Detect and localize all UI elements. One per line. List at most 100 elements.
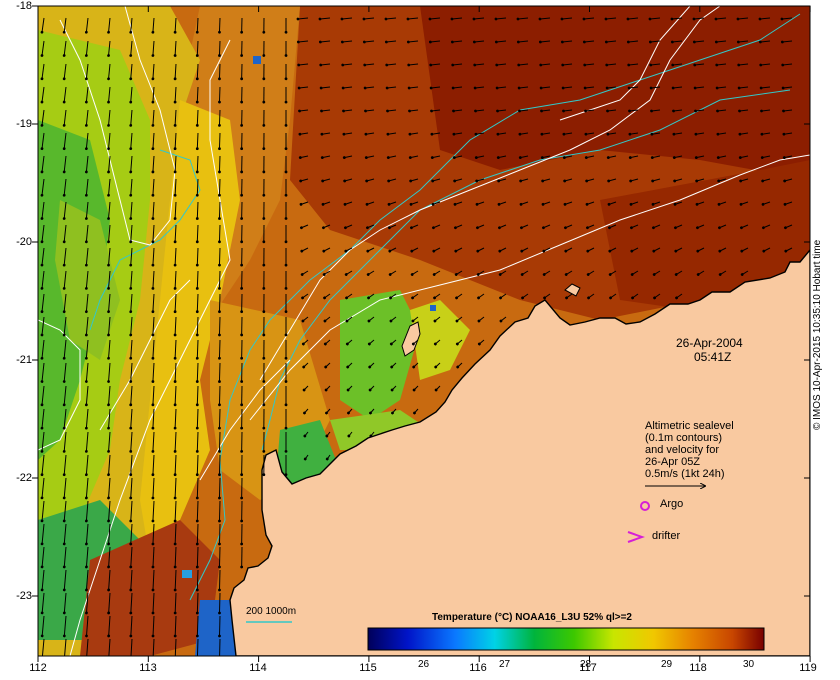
velocity-arrow bbox=[40, 270, 45, 290]
velocity-arrow bbox=[367, 316, 375, 323]
lon-label: 117 bbox=[579, 662, 597, 674]
velocity-arrow bbox=[342, 155, 353, 160]
velocity-arrow bbox=[84, 40, 89, 57]
velocity-arrow bbox=[40, 293, 45, 314]
velocity-arrow bbox=[218, 17, 221, 34]
velocity-arrow bbox=[218, 408, 221, 430]
velocity-arrow bbox=[40, 86, 45, 104]
velocity-arrow bbox=[718, 247, 727, 253]
velocity-arrow bbox=[298, 155, 309, 160]
velocity-arrow bbox=[300, 270, 309, 276]
velocity-arrow bbox=[107, 109, 111, 127]
velocity-arrow bbox=[62, 546, 67, 569]
velocity-arrow bbox=[364, 155, 375, 160]
velocity-arrow bbox=[84, 362, 89, 383]
velocity-arrow bbox=[321, 178, 331, 183]
velocity-arrow bbox=[606, 132, 617, 136]
velocity-arrow bbox=[408, 132, 419, 136]
velocity-arrow bbox=[40, 431, 45, 453]
velocity-arrow bbox=[454, 247, 463, 253]
velocity-arrow bbox=[320, 155, 331, 160]
lon-label: 113 bbox=[139, 662, 157, 674]
velocity-arrow bbox=[411, 339, 419, 346]
velocity-arrow bbox=[406, 17, 419, 21]
velocity-arrow bbox=[195, 40, 199, 57]
velocity-arrow bbox=[450, 17, 463, 21]
velocity-arrow bbox=[474, 109, 485, 113]
velocity-arrow bbox=[107, 592, 111, 615]
velocity-arrow bbox=[498, 247, 507, 253]
velocity-arrow bbox=[716, 155, 727, 160]
velocity-arrow bbox=[340, 40, 353, 44]
velocity-arrow bbox=[40, 247, 45, 267]
velocity-arrow bbox=[782, 109, 793, 113]
velocity-arrow bbox=[84, 270, 89, 290]
velocity-arrow bbox=[450, 40, 463, 44]
velocity-arrow bbox=[451, 63, 463, 67]
velocity-arrow bbox=[301, 293, 309, 300]
velocity-arrow bbox=[584, 132, 595, 136]
velocity-arrow bbox=[195, 523, 199, 546]
velocity-arrow bbox=[218, 63, 221, 81]
velocity-arrow bbox=[129, 431, 133, 453]
velocity-arrow bbox=[346, 362, 353, 369]
velocity-arrow bbox=[604, 17, 617, 21]
velocity-arrow bbox=[299, 178, 309, 183]
velocity-arrow bbox=[472, 40, 485, 44]
velocity-arrow bbox=[301, 339, 309, 346]
velocity-arrow bbox=[62, 109, 67, 127]
velocity-arrow bbox=[195, 339, 199, 360]
velocity-arrow bbox=[345, 339, 353, 346]
velocity-arrow bbox=[454, 270, 463, 276]
velocity-arrow bbox=[40, 592, 45, 615]
velocity-arrow bbox=[107, 431, 111, 453]
velocity-arrow bbox=[151, 109, 155, 127]
velocity-arrow bbox=[218, 477, 221, 500]
velocity-arrow bbox=[626, 40, 639, 44]
velocity-arrow bbox=[476, 224, 485, 230]
velocity-arrow bbox=[782, 132, 793, 136]
velocity-arrow bbox=[195, 316, 199, 337]
velocity-arrow bbox=[107, 339, 111, 360]
velocity-arrow bbox=[107, 86, 111, 104]
velocity-arrow bbox=[343, 178, 353, 183]
velocity-arrow bbox=[218, 454, 221, 477]
velocity-arrow bbox=[583, 63, 595, 67]
velocity-arrow bbox=[84, 247, 89, 267]
velocity-arrow bbox=[496, 155, 507, 160]
velocity-arrow bbox=[151, 523, 155, 546]
velocity-arrow bbox=[129, 40, 133, 57]
velocity-arrow bbox=[107, 40, 111, 57]
velocity-arrow bbox=[322, 270, 331, 276]
velocity-arrow bbox=[385, 63, 397, 67]
velocity-arrow bbox=[782, 155, 793, 160]
velocity-arrow bbox=[195, 362, 199, 383]
velocity-arrow bbox=[431, 178, 441, 183]
velocity-arrow bbox=[433, 293, 441, 300]
velocity-arrow bbox=[608, 224, 617, 230]
velocity-arrow bbox=[364, 109, 375, 113]
velocity-arrow bbox=[325, 454, 331, 461]
velocity-arrow bbox=[129, 270, 133, 290]
velocity-arrow bbox=[151, 385, 155, 407]
velocity-arrow bbox=[322, 247, 331, 253]
velocity-arrow bbox=[540, 132, 551, 136]
velocity-arrow bbox=[584, 155, 595, 160]
velocity-arrow bbox=[385, 86, 397, 90]
velocity-arrow bbox=[129, 454, 133, 477]
velocity-arrow bbox=[84, 385, 89, 407]
velocity-arrow bbox=[497, 178, 507, 183]
velocity-arrow bbox=[564, 270, 573, 276]
velocity-arrow bbox=[107, 408, 111, 430]
velocity-arrow bbox=[151, 224, 155, 244]
velocity-arrow bbox=[368, 385, 375, 392]
velocity-arrow bbox=[40, 17, 45, 34]
velocity-arrow bbox=[40, 500, 45, 523]
lat-label: -19 bbox=[16, 118, 32, 130]
velocity-arrow bbox=[218, 339, 221, 360]
velocity-arrow bbox=[472, 17, 485, 21]
velocity-arrow bbox=[62, 17, 67, 34]
velocity-arrow bbox=[151, 316, 155, 337]
velocity-arrow bbox=[540, 155, 551, 160]
date-text: 26-Apr-2004 bbox=[676, 336, 743, 350]
